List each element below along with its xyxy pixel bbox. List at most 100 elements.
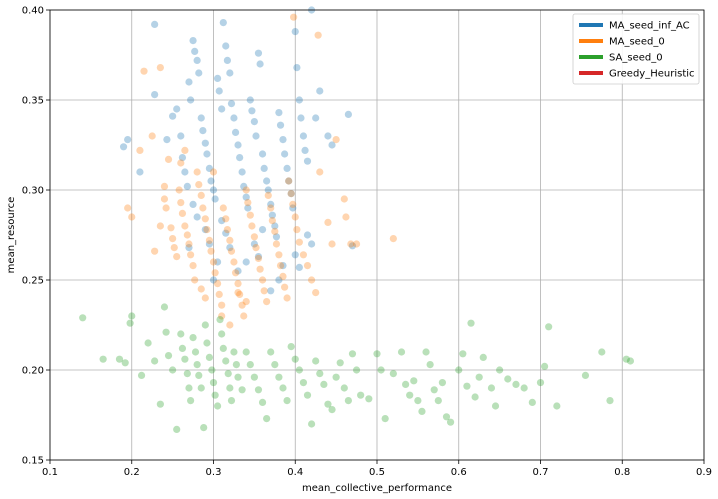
point-ma-seed-0 bbox=[124, 204, 132, 212]
point-sa-seed-0 bbox=[121, 359, 129, 367]
point-sa-seed-0 bbox=[271, 361, 279, 369]
point-sa-seed-0 bbox=[332, 373, 340, 381]
point-ma-seed-inf-ac bbox=[344, 110, 352, 118]
point-ma-seed-inf-ac bbox=[218, 105, 226, 113]
point-ma-seed-inf-ac bbox=[136, 168, 144, 176]
x-tick-label: 0.2 bbox=[124, 467, 140, 478]
point-ma-seed-inf-ac bbox=[287, 190, 295, 198]
point-ma-seed-0 bbox=[177, 199, 185, 207]
point-sa-seed-0 bbox=[308, 420, 316, 428]
point-ma-seed-0 bbox=[207, 247, 215, 255]
point-ma-seed-inf-ac bbox=[226, 244, 234, 252]
point-ma-seed-0 bbox=[244, 199, 252, 207]
point-ma-seed-inf-ac bbox=[252, 132, 260, 140]
point-ma-seed-0 bbox=[197, 191, 205, 199]
x-axis-ticks: 0.1 0.2 0.3 0.4 0.5 0.6 0.7 0.8 0.9 bbox=[42, 460, 712, 478]
point-ma-seed-inf-ac bbox=[268, 211, 276, 219]
point-ma-seed-inf-ac bbox=[264, 186, 272, 194]
point-sa-seed-0 bbox=[389, 370, 397, 378]
point-ma-seed-inf-ac bbox=[250, 240, 258, 248]
point-ma-seed-inf-ac bbox=[215, 87, 223, 95]
point-sa-seed-0 bbox=[303, 391, 312, 399]
point-ma-seed-inf-ac bbox=[189, 200, 197, 208]
point-ma-seed-inf-ac bbox=[242, 258, 250, 266]
point-sa-seed-0 bbox=[545, 323, 553, 331]
point-sa-seed-0 bbox=[438, 379, 446, 387]
point-sa-seed-0 bbox=[402, 380, 410, 388]
point-ma-seed-0 bbox=[195, 181, 203, 189]
point-ma-seed-0 bbox=[328, 240, 336, 248]
point-sa-seed-0 bbox=[173, 425, 181, 433]
point-ma-seed-0 bbox=[291, 213, 299, 221]
point-ma-seed-inf-ac bbox=[207, 177, 215, 185]
legend-label: SA_seed_0 bbox=[609, 53, 663, 64]
point-ma-seed-0 bbox=[312, 289, 320, 297]
point-ma-seed-inf-ac bbox=[169, 112, 177, 120]
point-ma-seed-inf-ac bbox=[248, 107, 256, 115]
point-sa-seed-0 bbox=[479, 353, 487, 361]
point-ma-seed-0 bbox=[347, 240, 355, 248]
point-ma-seed-0 bbox=[223, 226, 231, 234]
point-ma-seed-inf-ac bbox=[191, 47, 199, 56]
point-ma-seed-0 bbox=[248, 222, 256, 230]
point-sa-seed-0 bbox=[414, 397, 422, 405]
point-sa-seed-0 bbox=[320, 380, 328, 388]
point-ma-seed-0 bbox=[215, 290, 223, 298]
point-sa-seed-0 bbox=[183, 370, 191, 378]
point-sa-seed-0 bbox=[434, 397, 442, 405]
point-ma-seed-0 bbox=[240, 312, 248, 320]
point-ma-seed-0 bbox=[181, 222, 189, 230]
y-tick-label: 0.25 bbox=[22, 276, 44, 287]
point-sa-seed-0 bbox=[553, 402, 561, 410]
point-sa-seed-0 bbox=[263, 415, 271, 423]
point-ma-seed-0 bbox=[264, 191, 272, 199]
point-sa-seed-0 bbox=[205, 353, 214, 361]
point-sa-seed-0 bbox=[540, 362, 549, 370]
point-sa-seed-0 bbox=[373, 350, 381, 358]
point-sa-seed-0 bbox=[475, 373, 483, 381]
point-ma-seed-inf-ac bbox=[213, 258, 222, 266]
point-ma-seed-inf-ac bbox=[291, 28, 299, 36]
point-sa-seed-0 bbox=[208, 366, 216, 374]
point-ma-seed-inf-ac bbox=[258, 226, 267, 234]
point-sa-seed-0 bbox=[422, 348, 430, 356]
point-ma-seed-inf-ac bbox=[267, 287, 275, 295]
point-sa-seed-0 bbox=[242, 348, 250, 356]
point-ma-seed-0 bbox=[242, 298, 250, 306]
point-ma-seed-0 bbox=[352, 240, 361, 248]
point-ma-seed-inf-ac bbox=[328, 141, 336, 149]
x-tick-label: 0.8 bbox=[614, 467, 630, 478]
point-sa-seed-0 bbox=[581, 371, 590, 379]
point-ma-seed-0 bbox=[238, 301, 246, 309]
point-sa-seed-0 bbox=[365, 395, 373, 403]
point-ma-seed-inf-ac bbox=[267, 200, 275, 208]
point-sa-seed-0 bbox=[348, 350, 357, 358]
point-sa-seed-0 bbox=[197, 384, 205, 392]
point-ma-seed-inf-ac bbox=[275, 109, 283, 117]
point-ma-seed-inf-ac bbox=[227, 100, 236, 108]
legend: MA_seed_inf_AC MA_seed_0 SA_seed_0 Greedy_H… bbox=[572, 13, 700, 85]
point-ma-seed-inf-ac bbox=[185, 244, 193, 252]
point-ma-seed-inf-ac bbox=[348, 242, 357, 250]
point-ma-seed-inf-ac bbox=[236, 154, 244, 162]
point-ma-seed-0 bbox=[185, 240, 193, 248]
point-ma-seed-inf-ac bbox=[263, 177, 271, 185]
point-ma-seed-inf-ac bbox=[256, 60, 264, 68]
point-ma-seed-inf-ac bbox=[293, 64, 301, 72]
point-ma-seed-inf-ac bbox=[124, 136, 132, 144]
point-sa-seed-0 bbox=[193, 361, 201, 369]
point-sa-seed-0 bbox=[177, 330, 185, 338]
x-tick-label: 0.3 bbox=[206, 467, 222, 478]
point-ma-seed-inf-ac bbox=[297, 114, 305, 122]
point-ma-seed-0 bbox=[275, 251, 283, 259]
point-ma-seed-inf-ac bbox=[185, 78, 193, 86]
point-ma-seed-inf-ac bbox=[289, 204, 297, 212]
point-ma-seed-inf-ac bbox=[222, 229, 230, 237]
point-ma-seed-0 bbox=[156, 222, 164, 230]
point-ma-seed-inf-ac bbox=[201, 226, 209, 234]
point-ma-seed-0 bbox=[183, 231, 191, 239]
point-ma-seed-0 bbox=[227, 247, 236, 255]
point-ma-seed-inf-ac bbox=[242, 193, 250, 201]
point-ma-seed-0 bbox=[160, 195, 169, 203]
